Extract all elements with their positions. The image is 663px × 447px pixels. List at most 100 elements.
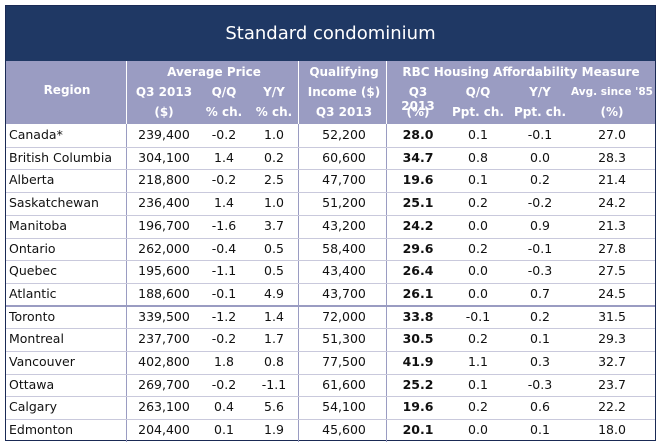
- cell-avg: 27.8: [598, 240, 626, 256]
- cell-avg: 24.2: [598, 195, 626, 211]
- row-divider: [6, 304, 655, 307]
- header-aff-unit: (%): [406, 105, 430, 119]
- cell-aff: 24.2: [402, 217, 434, 233]
- cell-avg: 24.5: [598, 285, 626, 301]
- cell-region: Saskatchewan: [9, 195, 99, 211]
- cell-ay: 0.6: [530, 399, 550, 415]
- row-divider: [6, 146, 655, 148]
- header-aff-qq-unit: Ppt. ch.: [451, 105, 505, 119]
- cell-price: 196,700: [138, 217, 190, 233]
- cell-avg: 27.0: [598, 127, 626, 142]
- cell-income: 51,300: [322, 331, 366, 347]
- cell-price: 262,000: [138, 240, 190, 256]
- cell-ay: 0.1: [530, 331, 550, 347]
- table-row: Atlantic 188,600 -0.1 4.9 43,700 26.1 0.0 0.7 24…: [6, 283, 655, 305]
- table-row: British Columbia 304,100 1.4 0.2 60,600 34.7 0…: [6, 147, 655, 169]
- cell-income: 51,200: [322, 195, 366, 211]
- cell-aq: -0.1: [465, 308, 491, 324]
- header-rbc-measure: RBC Housing Affordability Measure: [402, 65, 640, 79]
- cell-ay: 0.3: [530, 354, 550, 369]
- cell-py: 4.9: [264, 285, 284, 301]
- cell-avg: 31.5: [598, 308, 626, 324]
- cell-pq: 0.4: [214, 399, 234, 415]
- cell-region: Canada*: [9, 127, 63, 142]
- header-region: Region: [43, 83, 91, 97]
- cell-price: 195,600: [138, 263, 190, 279]
- table-row: Edmonton 204,400 0.1 1.9 45,600 20.1 0.0 0.1 18.…: [6, 419, 655, 441]
- cell-region: Edmonton: [9, 422, 74, 438]
- cell-price: 204,400: [138, 422, 190, 438]
- row-divider: [6, 351, 655, 352]
- table-row: Quebec 195,600 -1.1 0.5 43,400 26.4 0.0 -0.3 27.…: [6, 260, 655, 282]
- cell-py: 0.2: [264, 149, 284, 165]
- cell-income: 60,600: [322, 149, 366, 165]
- cell-aq: 0.1: [468, 127, 488, 142]
- cell-pq: -0.1: [211, 285, 237, 301]
- cell-pq: -1.2: [211, 308, 237, 324]
- cell-aq: 0.1: [468, 172, 488, 188]
- row-divider: [6, 328, 655, 330]
- cell-price: 236,400: [138, 195, 190, 211]
- row-divider: [6, 282, 655, 284]
- cell-aff: 34.7: [402, 149, 434, 165]
- cell-pq: -0.2: [211, 172, 237, 188]
- cell-py: 3.7: [264, 217, 284, 233]
- cell-ay: -0.2: [527, 195, 553, 211]
- table-row: Saskatchewan 236,400 1.4 1.0 51,200 25.1 0.2 -0…: [6, 192, 655, 214]
- cell-py: -1.1: [261, 376, 287, 392]
- header-income-period: Q3 2013: [315, 105, 373, 119]
- cell-aff: 25.1: [402, 195, 434, 211]
- cell-pq: -0.2: [211, 127, 237, 142]
- cell-region: Calgary: [9, 399, 57, 415]
- cell-aff: 20.1: [402, 422, 434, 438]
- cell-avg: 23.7: [598, 376, 626, 392]
- cell-pq: 1.4: [214, 195, 234, 211]
- table-title: Standard condominium: [6, 6, 655, 61]
- cell-aq: 0.0: [468, 263, 488, 279]
- cell-py: 1.4: [264, 308, 284, 324]
- header-divider: [298, 61, 299, 124]
- cell-price: 339,500: [138, 308, 190, 324]
- header-aff-avg: Avg. since '85: [571, 86, 653, 98]
- row-divider: [6, 373, 655, 375]
- cell-region: Manitoba: [9, 217, 67, 233]
- cell-aq: 0.2: [468, 240, 488, 256]
- cell-avg: 21.3: [598, 217, 626, 233]
- cell-aq: 0.0: [468, 285, 488, 301]
- header-price-qq-unit: % ch.: [205, 105, 243, 119]
- cell-price: 218,800: [138, 172, 190, 188]
- cell-py: 0.5: [264, 263, 284, 279]
- row-divider: [6, 260, 655, 262]
- cell-pq: -1.1: [211, 263, 237, 279]
- table-row: Manitoba 196,700 -1.6 3.7 43,200 24.2 0.0 0.9 21…: [6, 215, 655, 237]
- cell-income: 54,100: [322, 399, 366, 415]
- cell-price: 304,100: [138, 149, 190, 165]
- cell-aff: 41.9: [402, 354, 434, 369]
- cell-region: Ontario: [9, 240, 56, 256]
- cell-price: 263,100: [138, 399, 190, 415]
- cell-aq: 0.2: [468, 399, 488, 415]
- cell-aq: 0.0: [468, 217, 488, 233]
- cell-py: 1.7: [264, 331, 284, 347]
- cell-income: 45,600: [322, 422, 366, 438]
- cell-ay: -0.3: [527, 263, 553, 279]
- cell-aff: 19.6: [402, 172, 434, 188]
- cell-avg: 22.2: [598, 399, 626, 415]
- cell-pq: -0.2: [211, 376, 237, 392]
- table-row: Toronto 339,500 -1.2 1.4 72,000 33.8 -0.1 0.2 31…: [6, 306, 655, 328]
- cell-aq: 0.1: [468, 376, 488, 392]
- cell-price: 269,700: [138, 376, 190, 392]
- cell-income: 58,400: [322, 240, 366, 256]
- cell-income: 77,500: [322, 354, 366, 369]
- cell-py: 1.9: [264, 422, 284, 438]
- cell-pq: -1.6: [211, 217, 237, 233]
- cell-avg: 18.0: [598, 422, 626, 438]
- table-row: Montreal 237,700 -0.2 1.7 51,300 30.5 0.2 0.1 29…: [6, 328, 655, 350]
- cell-aff: 19.6: [402, 399, 434, 415]
- header-price-qq: Q/Q: [211, 85, 237, 99]
- cell-region: Quebec: [9, 263, 57, 279]
- cell-region: British Columbia: [9, 149, 112, 165]
- cell-avg: 28.3: [598, 149, 626, 165]
- cell-aff: 26.1: [402, 285, 434, 301]
- cell-ay: -0.1: [527, 240, 553, 256]
